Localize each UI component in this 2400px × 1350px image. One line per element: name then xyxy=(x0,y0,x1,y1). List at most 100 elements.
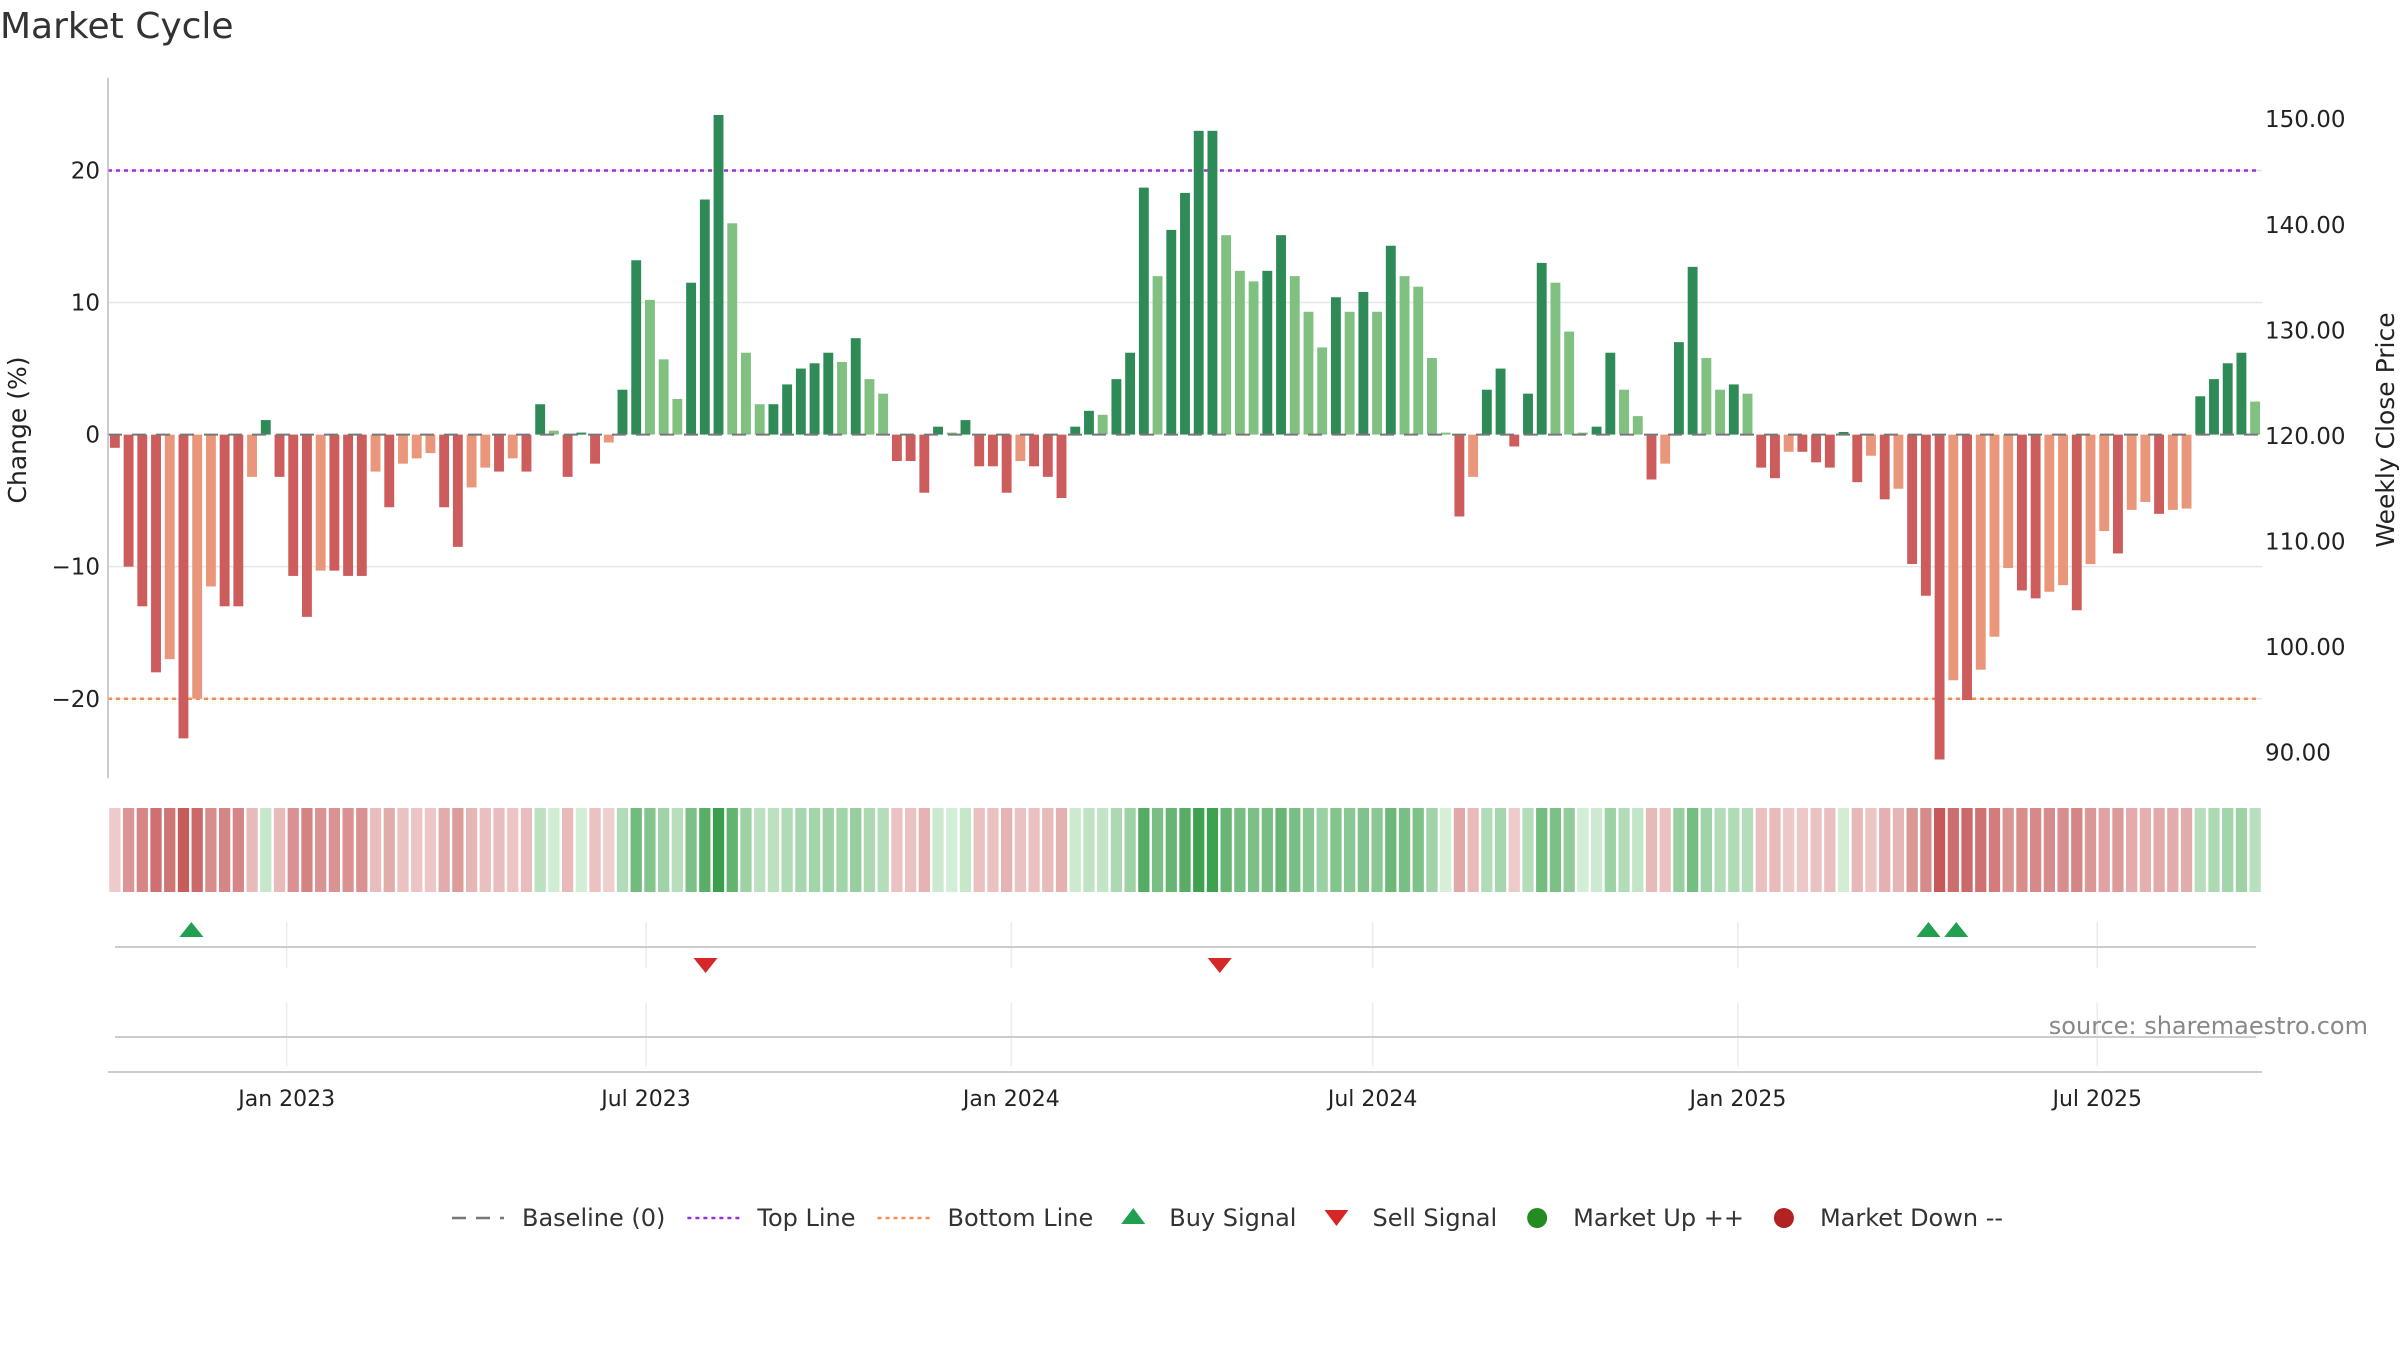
heat-cell xyxy=(1920,808,1932,892)
heat-cell xyxy=(1892,808,1905,892)
heat-cell xyxy=(2016,808,2028,892)
bar xyxy=(1029,434,1040,467)
bar xyxy=(2085,434,2096,565)
bar xyxy=(686,282,697,435)
heat-cell xyxy=(1508,808,1520,892)
bar xyxy=(1646,434,1657,480)
bar xyxy=(1619,389,1629,435)
heat-cell xyxy=(658,808,670,892)
heat-cell xyxy=(1837,808,1850,892)
heat-cell xyxy=(232,808,244,892)
x-tick-label: Jan 2024 xyxy=(961,1087,1060,1112)
bar xyxy=(1289,276,1300,435)
heat-cell xyxy=(301,808,313,892)
bar xyxy=(987,434,998,467)
bar xyxy=(1070,426,1081,435)
legend-label: Market Up ++ xyxy=(1573,1204,1744,1232)
heat-cell xyxy=(699,808,711,892)
bar xyxy=(1797,434,1808,452)
bar xyxy=(617,389,628,435)
heat-cell xyxy=(1453,808,1466,892)
bar xyxy=(1523,393,1533,435)
heat-cell xyxy=(1385,808,1397,892)
heat-cell xyxy=(850,808,862,892)
heat-cell xyxy=(2167,808,2179,892)
heat-cell xyxy=(1138,808,1150,892)
bar xyxy=(1550,282,1561,435)
bar xyxy=(1687,266,1698,435)
heat-cell xyxy=(1590,808,1603,892)
heat-cell xyxy=(1234,808,1246,892)
bar xyxy=(2030,434,2041,599)
chart-title: Market Cycle xyxy=(0,6,234,47)
bar xyxy=(1715,389,1726,435)
bar xyxy=(343,434,354,576)
bar xyxy=(356,434,367,576)
heat-cell xyxy=(1659,808,1671,892)
heat-cell xyxy=(1769,808,1781,892)
bar xyxy=(631,260,642,435)
bar xyxy=(1605,352,1616,435)
legend-item: Market Up ++ xyxy=(1527,1204,1744,1232)
bar xyxy=(576,432,587,435)
heat-cell xyxy=(877,808,889,892)
bar xyxy=(974,434,985,467)
bar xyxy=(1276,235,1286,435)
x-tick-label: Jul 2025 xyxy=(2050,1087,2142,1112)
bar xyxy=(2236,352,2247,435)
bar xyxy=(466,434,477,488)
heat-cell xyxy=(1851,808,1863,892)
legend-marker xyxy=(1773,1208,1794,1228)
heat-cell xyxy=(1988,808,2001,892)
bar xyxy=(768,404,779,435)
heat-cell xyxy=(987,808,999,892)
heat-cell xyxy=(685,808,697,892)
heat-cell xyxy=(904,808,917,892)
heat-cell xyxy=(1014,808,1026,892)
x-tick-label: Jan 2023 xyxy=(236,1087,335,1112)
y2-tick-label: 120.00 xyxy=(2265,424,2345,450)
legend-item: Market Down -- xyxy=(1773,1204,2003,1232)
heat-cell xyxy=(2180,808,2193,892)
heat-cell xyxy=(754,808,766,892)
bar xyxy=(562,434,573,477)
bar xyxy=(439,434,450,508)
heat-cell xyxy=(1865,808,1877,892)
bar xyxy=(1166,229,1177,435)
heat-cell xyxy=(2139,808,2152,892)
heat-cell xyxy=(2208,808,2220,892)
bar xyxy=(1742,393,1753,435)
bar xyxy=(850,338,861,435)
bar xyxy=(1728,384,1739,435)
heat-cell xyxy=(2029,808,2042,892)
bar xyxy=(1207,130,1218,435)
bar xyxy=(1866,434,1876,456)
heat-cell xyxy=(1783,808,1795,892)
heat-cell xyxy=(1481,808,1493,892)
bar xyxy=(370,434,381,472)
heat-cell xyxy=(932,808,944,892)
heat-cell xyxy=(946,808,958,892)
legend-label: Buy Signal xyxy=(1169,1204,1296,1232)
bar xyxy=(878,393,889,435)
heat-cell xyxy=(1357,808,1369,892)
heat-cell xyxy=(452,808,464,892)
bar xyxy=(1317,347,1328,435)
heat-cell xyxy=(2112,808,2124,892)
bar xyxy=(727,223,738,435)
heat-cell xyxy=(150,808,162,892)
bar xyxy=(1756,434,1767,468)
bar xyxy=(2181,434,2192,509)
heat-cell xyxy=(2084,808,2097,892)
heat-cell xyxy=(1933,808,1946,892)
y2-tick-label: 90.00 xyxy=(2265,741,2331,767)
y2-tick-label: 110.00 xyxy=(2265,529,2345,555)
heat-cell xyxy=(164,808,176,892)
heat-cell xyxy=(1289,808,1301,892)
heat-cell xyxy=(959,808,972,892)
legend-item: Baseline (0) xyxy=(452,1204,665,1232)
bar xyxy=(905,434,916,462)
bar xyxy=(1097,414,1108,435)
heat-cell xyxy=(1975,808,1987,892)
